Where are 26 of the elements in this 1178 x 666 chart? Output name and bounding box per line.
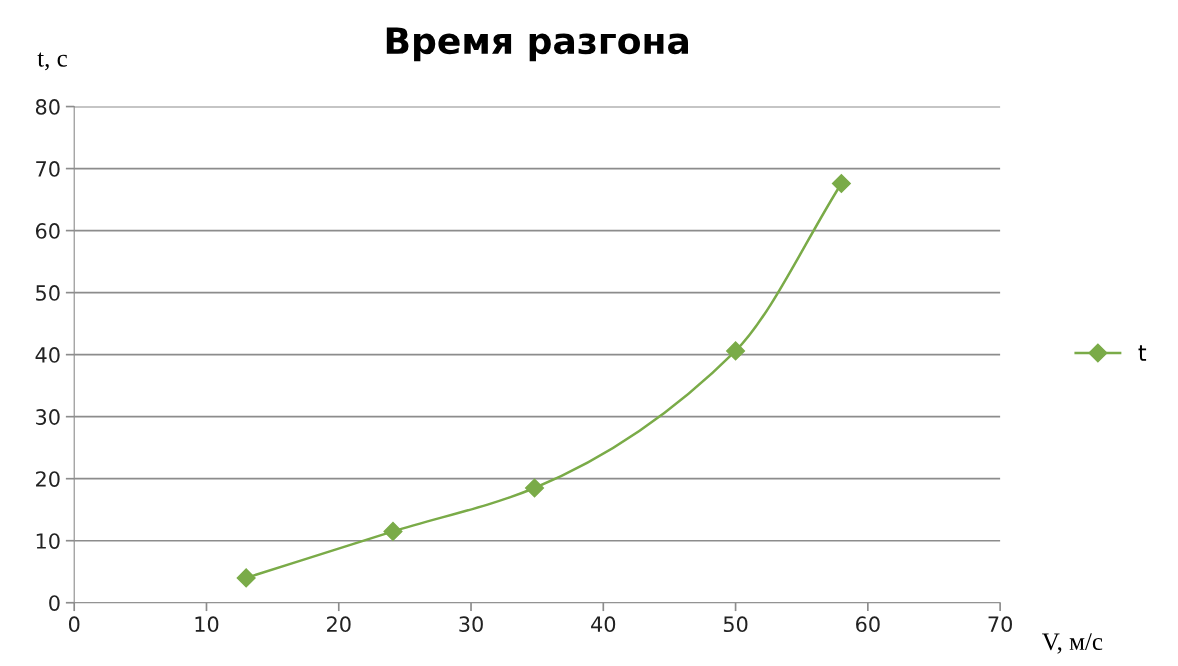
x-tick-label: 40 bbox=[591, 616, 616, 633]
x-tick-label: 30 bbox=[459, 616, 483, 633]
point bbox=[383, 521, 403, 541]
point bbox=[524, 478, 545, 498]
y-tick-label: 70 bbox=[36, 161, 60, 177]
point bbox=[831, 173, 851, 194]
x-tick-label: 70 bbox=[988, 616, 1012, 633]
x-axis-title: V, м/с bbox=[1042, 633, 1103, 654]
y-tick-label: 80 bbox=[35, 99, 60, 115]
y-tick-label: 30 bbox=[36, 409, 60, 425]
y-tick-label: 10 bbox=[36, 533, 60, 549]
x-tick-label: 10 bbox=[195, 616, 219, 633]
x-tick-label: 20 bbox=[327, 616, 351, 633]
y-axis-title: t, с bbox=[37, 52, 67, 71]
y-tick-label: 50 bbox=[36, 285, 60, 301]
y-tick-label: 0 bbox=[49, 595, 60, 611]
y-tick-label: 20 bbox=[36, 471, 60, 487]
point bbox=[236, 568, 256, 588]
x-tick-label: 60 bbox=[856, 616, 880, 633]
y-tick-label: 60 bbox=[35, 223, 60, 239]
y-tick-label: 40 bbox=[35, 347, 60, 363]
chart-title: Время разгона bbox=[386, 27, 688, 62]
point bbox=[726, 341, 746, 361]
x-tick-label: 0 bbox=[68, 616, 80, 633]
legend-label: t bbox=[1138, 345, 1147, 361]
x-tick-label: 50 bbox=[723, 616, 748, 633]
